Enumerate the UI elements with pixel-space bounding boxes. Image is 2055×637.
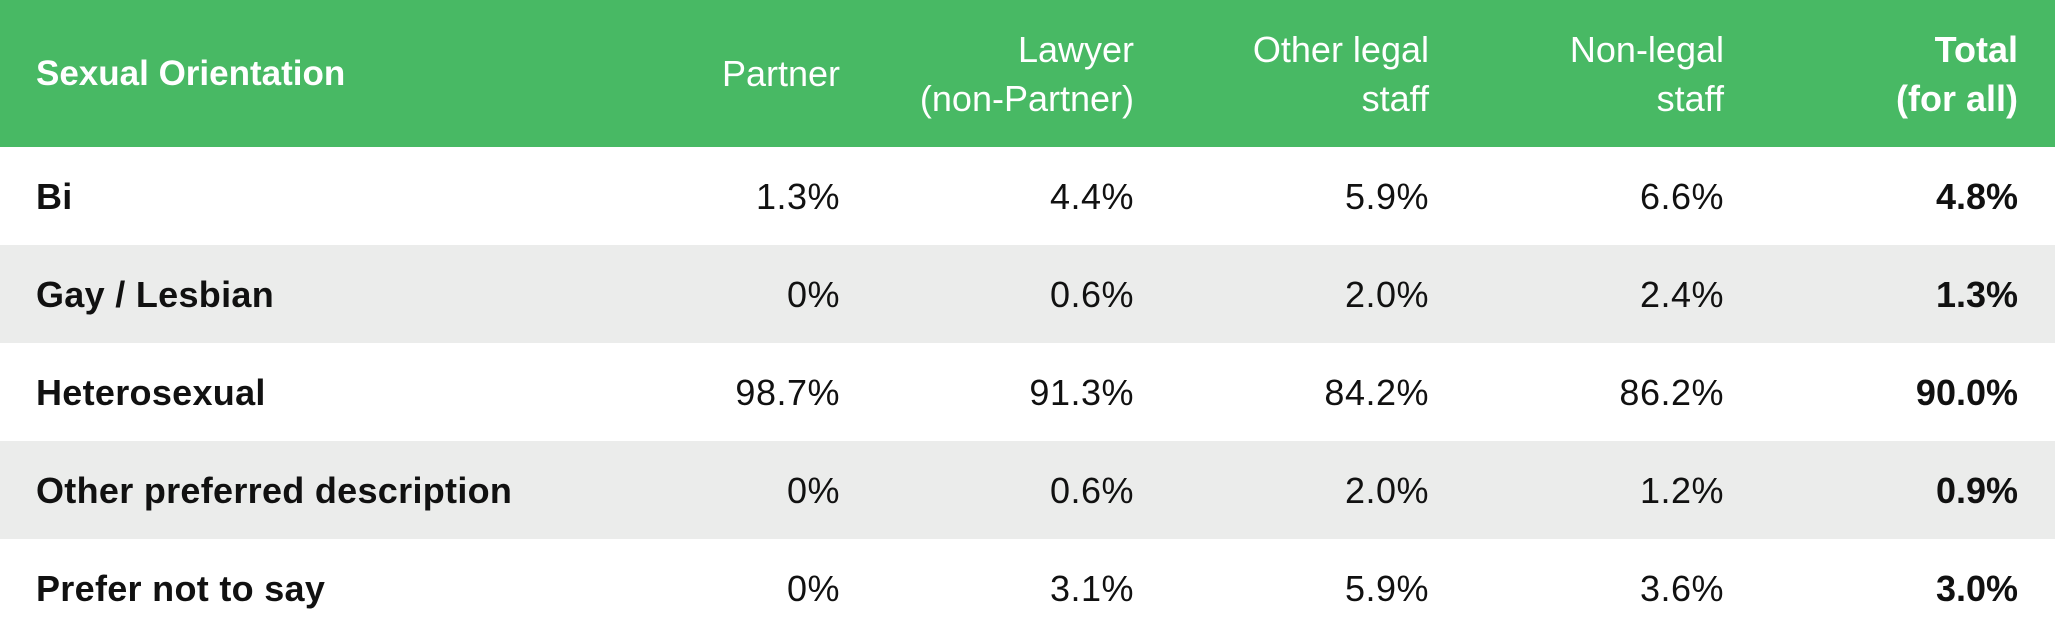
cell-other-legal: 5.9% (1344, 567, 1429, 609)
cell-other-legal: 2.0% (1344, 469, 1429, 511)
cell-total: 1.3% (1935, 273, 2018, 315)
cell-non-legal: 3.6% (1639, 567, 1724, 609)
cell-lawyer: 91.3% (1029, 371, 1134, 413)
row-label: Heterosexual (36, 371, 266, 413)
header-total-line-1: Total (1934, 28, 2018, 70)
table-header-row: Sexual Orientation Partner Lawyer (non-P… (0, 0, 2055, 147)
header-total: Total (for all) (1724, 25, 2055, 123)
table-row: Other preferred description 0% 0.6% 2.0%… (0, 441, 2055, 539)
cell-total: 4.8% (1935, 175, 2018, 217)
header-lawyer-line-2: (non-Partner) (919, 77, 1134, 119)
cell-partner: 98.7% (735, 371, 840, 413)
row-label: Bi (36, 175, 73, 217)
row-label: Other preferred description (36, 469, 513, 511)
header-other-legal-line-1: Other legal (1252, 28, 1429, 70)
header-non-legal-staff: Non-legal staff (1429, 25, 1724, 123)
table-row: Bi 1.3% 4.4% 5.9% 6.6% 4.8% (0, 147, 2055, 245)
row-label: Gay / Lesbian (36, 273, 274, 315)
cell-other-legal: 2.0% (1344, 273, 1429, 315)
table-row: Prefer not to say 0% 3.1% 5.9% 3.6% 3.0% (0, 539, 2055, 637)
cell-non-legal: 86.2% (1619, 371, 1724, 413)
cell-total: 3.0% (1935, 567, 2018, 609)
header-lawyer: Lawyer (non-Partner) (840, 25, 1134, 123)
cell-non-legal: 2.4% (1639, 273, 1724, 315)
cell-partner: 1.3% (755, 175, 840, 217)
cell-other-legal: 84.2% (1324, 371, 1429, 413)
header-non-legal-line-2: staff (1656, 77, 1724, 119)
header-partner: Partner (0, 49, 840, 98)
cell-other-legal: 5.9% (1344, 175, 1429, 217)
table-row: Gay / Lesbian 0% 0.6% 2.0% 2.4% 1.3% (0, 245, 2055, 343)
cell-total: 90.0% (1915, 371, 2018, 413)
cell-lawyer: 0.6% (1049, 273, 1134, 315)
header-sexual-orientation: Sexual Orientation (36, 54, 346, 93)
header-other-legal-line-2: staff (1361, 77, 1429, 119)
header-partner-line-1: Partner (721, 53, 840, 94)
row-label: Prefer not to say (36, 567, 326, 609)
header-other-legal-staff: Other legal staff (1134, 25, 1429, 123)
cell-lawyer: 4.4% (1049, 175, 1134, 217)
cell-lawyer: 3.1% (1049, 567, 1134, 609)
cell-partner: 0% (786, 469, 840, 511)
cell-partner: 0% (786, 273, 840, 315)
header-total-line-2: (for all) (1896, 77, 2018, 119)
cell-non-legal: 6.6% (1639, 175, 1724, 217)
cell-non-legal: 1.2% (1639, 469, 1724, 511)
cell-partner: 0% (786, 567, 840, 609)
cell-total: 0.9% (1935, 469, 2018, 511)
cell-lawyer: 0.6% (1049, 469, 1134, 511)
header-non-legal-line-1: Non-legal (1569, 28, 1724, 70)
table-row: Heterosexual 98.7% 91.3% 84.2% 86.2% 90.… (0, 343, 2055, 441)
header-lawyer-line-1: Lawyer (1017, 28, 1134, 70)
